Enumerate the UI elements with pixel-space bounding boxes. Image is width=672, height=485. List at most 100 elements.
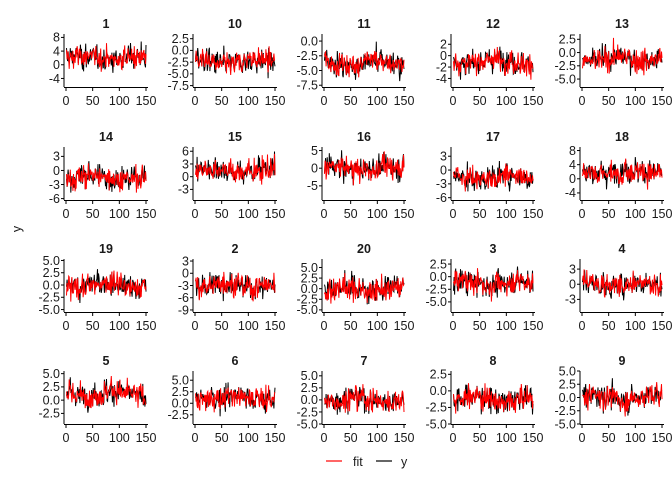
series-fit-line <box>66 163 147 193</box>
y-tick-label: -2 <box>436 60 447 74</box>
x-tick-label: 50 <box>473 207 487 221</box>
y-tick-label: -2.5 <box>296 405 318 419</box>
panel-title: 10 <box>228 17 242 31</box>
x-tick-label: 0 <box>450 207 457 221</box>
y-tick-label: 0 <box>182 267 189 281</box>
y-tick-label: -5 <box>307 179 318 193</box>
x-tick-label: 100 <box>238 94 259 108</box>
panel-title: 3 <box>490 242 497 256</box>
y-tick-label: 0.0 <box>43 278 60 292</box>
y-tick-label: 0.0 <box>172 44 189 58</box>
x-tick-label: 0 <box>63 207 70 221</box>
x-tick-label: 150 <box>523 431 544 445</box>
x-tick-label: 100 <box>109 319 130 333</box>
x-tick-label: 100 <box>238 431 259 445</box>
x-tick-label: 150 <box>523 319 544 333</box>
y-tick-label: 5.0 <box>43 367 60 381</box>
series-fit-line <box>324 151 405 186</box>
series-fit-line <box>324 51 405 78</box>
x-tick-label: 100 <box>496 431 517 445</box>
x-tick-label: 150 <box>394 431 415 445</box>
y-tick-label: 2.5 <box>430 368 447 382</box>
y-tick-label: 5 <box>311 144 318 158</box>
y-tick-label: 3 <box>53 150 60 164</box>
panel-10: 10 -7.5-5.0-2.50.02.5 0 50 100 150 <box>167 17 285 108</box>
y-tick-label: -3 <box>178 183 189 197</box>
y-tick-label: -2.5 <box>38 291 60 305</box>
y-tick-label: 0.0 <box>559 391 576 405</box>
x-tick-label: 150 <box>394 94 415 108</box>
y-tick-label: 2 <box>440 38 447 52</box>
x-tick-label: 0 <box>579 94 586 108</box>
y-tick-label: 5.0 <box>559 364 576 378</box>
x-tick-label: 100 <box>109 431 130 445</box>
y-tick-label: -4 <box>49 72 60 86</box>
x-tick-label: 0 <box>321 319 328 333</box>
y-tick-label: 0 <box>569 278 576 292</box>
y-tick-label: -2.5 <box>167 408 189 422</box>
x-tick-label: 0 <box>321 94 328 108</box>
y-tick-label: 8 <box>569 144 576 158</box>
x-tick-label: 150 <box>265 431 286 445</box>
y-tick-label: -3 <box>49 178 60 192</box>
x-tick-label: 50 <box>602 94 616 108</box>
y-tick-label: -2.5 <box>167 55 189 69</box>
panel-20: 20 -5.0-2.50.02.55.0 0 50 100 150 <box>296 242 414 333</box>
y-tick-label: 3 <box>569 262 576 276</box>
x-tick-label: 150 <box>394 207 415 221</box>
x-tick-label: 50 <box>86 431 100 445</box>
y-tick-label: 3 <box>182 157 189 171</box>
x-tick-label: 0 <box>63 319 70 333</box>
x-tick-label: 100 <box>238 319 259 333</box>
x-tick-label: 150 <box>652 431 672 445</box>
x-tick-label: 150 <box>652 207 672 221</box>
series-fit-line <box>66 43 147 72</box>
x-tick-label: 0 <box>579 207 586 221</box>
y-tick-label: -5.0 <box>425 417 447 431</box>
panel-3: 3 -5.0-2.50.02.5 0 50 100 150 <box>425 242 543 333</box>
y-tick-label: 0.0 <box>430 270 447 284</box>
y-tick-label: -5.0 <box>167 67 189 81</box>
y-tick-label: 2.5 <box>559 33 576 47</box>
y-tick-label: 6 <box>182 145 189 159</box>
y-tick-label: 0 <box>440 163 447 177</box>
panel-19: 19 -5.0-2.50.02.55.0 0 50 100 150 <box>38 242 156 333</box>
y-axis-label: y <box>10 225 24 232</box>
y-tick-label: -3 <box>565 293 576 307</box>
x-tick-label: 150 <box>523 207 544 221</box>
y-tick-label: 2.5 <box>559 378 576 392</box>
series-fit-line <box>66 270 147 302</box>
series-y-line <box>582 378 663 416</box>
x-tick-label: 50 <box>86 94 100 108</box>
x-tick-label: 100 <box>625 319 646 333</box>
y-tick-label: -7.5 <box>296 79 318 93</box>
x-tick-label: 150 <box>136 207 157 221</box>
x-tick-label: 150 <box>652 94 672 108</box>
panel-7: 7 -5.0-2.50.02.55.0 0 50 100 150 <box>296 354 414 445</box>
x-tick-label: 100 <box>496 319 517 333</box>
x-tick-label: 0 <box>192 94 199 108</box>
y-tick-label: -2.5 <box>425 401 447 415</box>
y-tick-label: -5.0 <box>296 64 318 78</box>
y-tick-label: 0 <box>53 164 60 178</box>
y-tick-label: 2.5 <box>430 257 447 271</box>
x-tick-label: 0 <box>192 319 199 333</box>
x-tick-label: 100 <box>367 319 388 333</box>
y-tick-label: -2.5 <box>554 59 576 73</box>
series-fit-line <box>453 268 534 302</box>
x-tick-label: 150 <box>136 319 157 333</box>
series-fit-line <box>195 46 276 76</box>
x-tick-label: 50 <box>602 319 616 333</box>
x-tick-label: 100 <box>496 207 517 221</box>
y-tick-label: -6 <box>49 192 60 206</box>
x-tick-label: 100 <box>109 94 130 108</box>
y-tick-label: -2.5 <box>425 283 447 297</box>
y-tick-label: 5.0 <box>43 254 60 268</box>
series-fit-line <box>582 269 663 298</box>
x-tick-label: 0 <box>321 207 328 221</box>
x-tick-label: 0 <box>192 431 199 445</box>
x-tick-label: 150 <box>136 431 157 445</box>
y-tick-label: -5.0 <box>425 295 447 309</box>
y-tick-label: -5.0 <box>554 417 576 431</box>
